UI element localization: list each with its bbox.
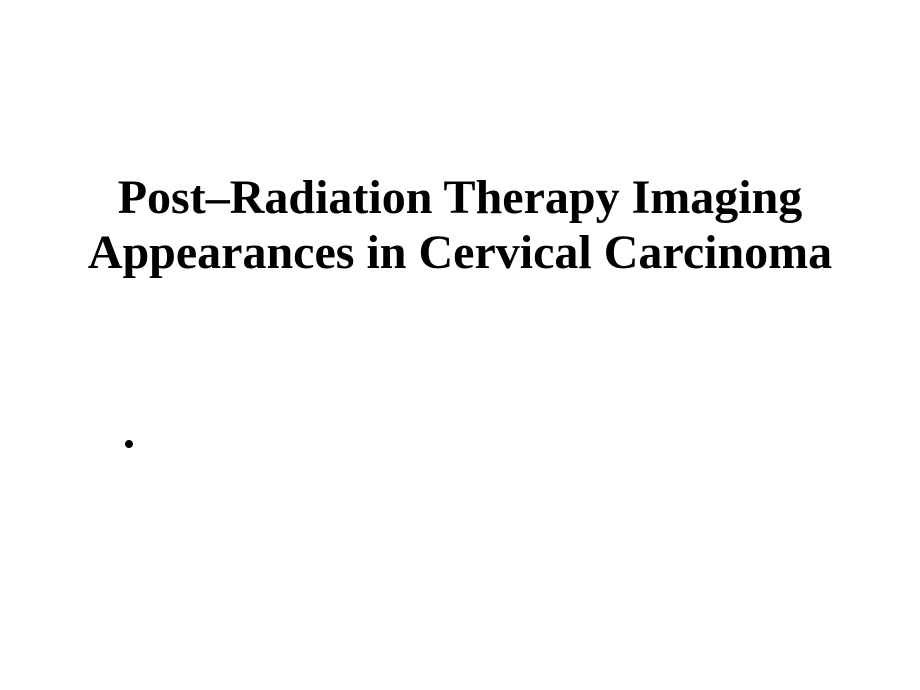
slide-container: Post–Radiation Therapy Imaging Appearanc… (0, 0, 920, 690)
bullet-marker (125, 440, 133, 448)
slide-title: Post–Radiation Therapy Imaging Appearanc… (0, 170, 920, 280)
bullet-list (125, 440, 133, 448)
